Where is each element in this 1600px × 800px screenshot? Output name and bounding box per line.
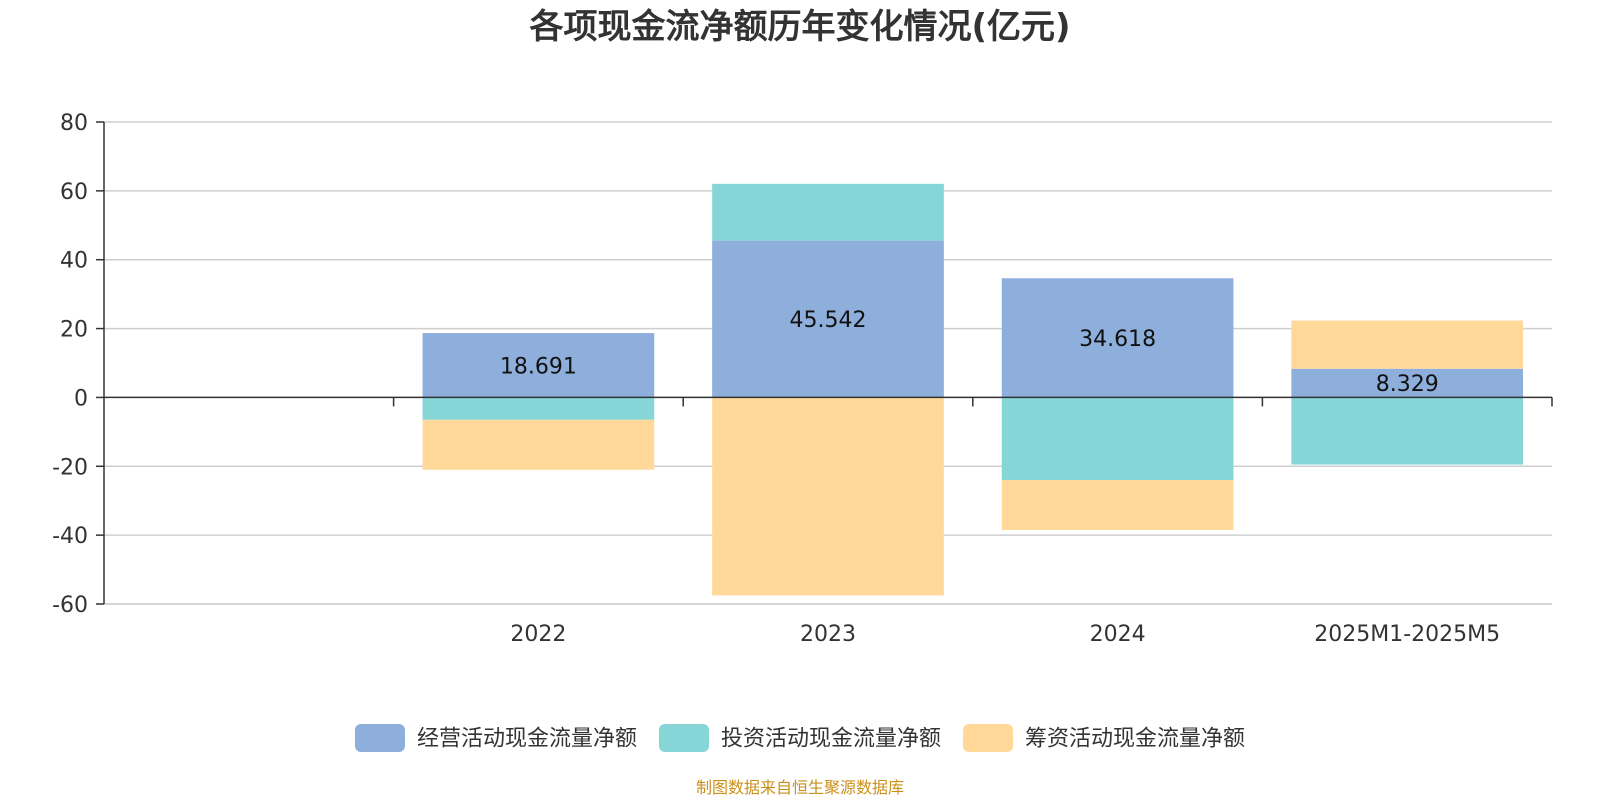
x-axis-category-label: 2025M1-2025M5 bbox=[1314, 622, 1500, 647]
x-axis-category-label: 2022 bbox=[510, 622, 566, 647]
legend: 经营活动现金流量净额 投资活动现金流量净额 筹资活动现金流量净额 bbox=[354, 724, 1245, 752]
y-axis-tick-label: 40 bbox=[60, 249, 88, 274]
y-axis-tick-label: -20 bbox=[52, 455, 88, 480]
legend-item-2: 筹资活动现金流量净额 bbox=[963, 724, 1245, 752]
bar-0-0 bbox=[422, 333, 655, 398]
bar-1-0 bbox=[422, 397, 655, 420]
data-label-0-3: 8.329 bbox=[1376, 372, 1439, 397]
bars-layer bbox=[422, 183, 1524, 596]
bar-0-2 bbox=[1001, 278, 1234, 398]
bar-0-3 bbox=[1291, 368, 1524, 398]
y-axis-tick-label: 20 bbox=[60, 318, 88, 343]
y-axis-tick-label: 0 bbox=[74, 386, 88, 411]
y-axis-tick-label: 80 bbox=[60, 111, 88, 136]
axis-layer bbox=[96, 121, 1553, 605]
chart-title: 各项现金流净额历年变化情况(亿元) bbox=[529, 7, 1070, 47]
legend-swatch-1 bbox=[658, 724, 709, 752]
data-label-0-0: 18.691 bbox=[500, 354, 577, 379]
bar-2-3 bbox=[1291, 320, 1524, 369]
bar-0-1 bbox=[712, 240, 944, 398]
y-axis-tick-label: -60 bbox=[52, 593, 88, 618]
bar-2-0 bbox=[422, 419, 655, 470]
data-label-0-2: 34.618 bbox=[1079, 327, 1156, 352]
bar-1-3 bbox=[1291, 397, 1524, 465]
x-axis-category-label: 2024 bbox=[1090, 622, 1146, 647]
bar-1-1 bbox=[712, 183, 944, 241]
bar-2-1 bbox=[712, 397, 944, 596]
bar-1-2 bbox=[1001, 397, 1234, 481]
labels-layer: 80 60 40 20 0 -20 -40 -60 18.691 2022 45.542 2023 34… bbox=[52, 111, 1500, 647]
data-label-0-1: 45.542 bbox=[790, 308, 867, 333]
source-note: 制图数据来自恒生聚源数据库 bbox=[696, 778, 904, 797]
legend-label-2: 筹资活动现金流量净额 bbox=[1025, 727, 1245, 752]
legend-swatch-2 bbox=[963, 724, 1014, 752]
bar-2-2 bbox=[1001, 480, 1234, 530]
y-axis-tick-label: 60 bbox=[60, 180, 88, 205]
legend-item-0: 经营活动现金流量净额 bbox=[354, 724, 637, 752]
legend-label-0: 经营活动现金流量净额 bbox=[417, 727, 637, 752]
legend-swatch-0 bbox=[354, 724, 405, 752]
legend-label-1: 投资活动现金流量净额 bbox=[721, 727, 941, 752]
legend-item-1: 投资活动现金流量净额 bbox=[658, 724, 941, 752]
y-axis-tick-label: -40 bbox=[52, 524, 88, 549]
x-axis-category-label: 2023 bbox=[800, 622, 856, 647]
